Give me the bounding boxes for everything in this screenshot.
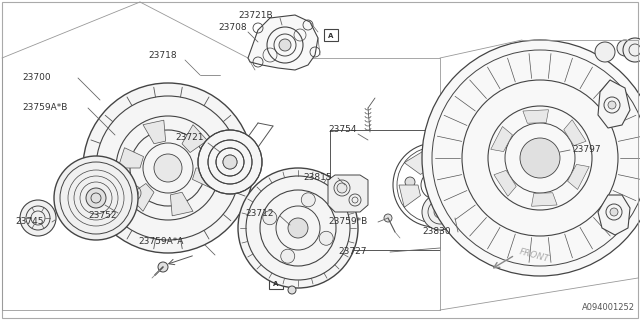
Circle shape bbox=[198, 130, 262, 194]
Circle shape bbox=[86, 188, 106, 208]
Polygon shape bbox=[424, 201, 447, 221]
Polygon shape bbox=[248, 15, 318, 70]
Circle shape bbox=[281, 249, 295, 263]
Polygon shape bbox=[491, 126, 513, 152]
Text: A094001252: A094001252 bbox=[582, 303, 635, 312]
Polygon shape bbox=[598, 195, 630, 235]
Circle shape bbox=[610, 208, 618, 216]
FancyBboxPatch shape bbox=[269, 277, 283, 289]
Polygon shape bbox=[523, 110, 548, 123]
Text: 23759A*B: 23759A*B bbox=[22, 103, 67, 113]
Circle shape bbox=[154, 154, 182, 182]
Text: 23745: 23745 bbox=[15, 218, 44, 227]
Polygon shape bbox=[449, 185, 473, 206]
Text: 23718: 23718 bbox=[148, 51, 177, 60]
Circle shape bbox=[623, 38, 640, 62]
Circle shape bbox=[337, 183, 347, 193]
Polygon shape bbox=[531, 193, 557, 206]
Text: FRONT: FRONT bbox=[518, 248, 550, 264]
Circle shape bbox=[427, 177, 443, 193]
Polygon shape bbox=[440, 149, 464, 175]
Polygon shape bbox=[494, 170, 516, 196]
Circle shape bbox=[20, 200, 56, 236]
Text: 23754: 23754 bbox=[328, 125, 356, 134]
Circle shape bbox=[288, 218, 308, 238]
Polygon shape bbox=[568, 164, 589, 189]
Text: 23721: 23721 bbox=[175, 133, 204, 142]
Polygon shape bbox=[328, 175, 368, 212]
Polygon shape bbox=[404, 151, 429, 174]
Polygon shape bbox=[564, 120, 586, 146]
Circle shape bbox=[223, 155, 237, 169]
Circle shape bbox=[422, 40, 640, 276]
Text: 23759*B: 23759*B bbox=[328, 218, 367, 227]
Circle shape bbox=[288, 286, 296, 294]
Circle shape bbox=[608, 101, 616, 109]
Polygon shape bbox=[193, 168, 218, 188]
Text: 23797: 23797 bbox=[572, 146, 600, 155]
Text: 23830: 23830 bbox=[422, 228, 451, 236]
Circle shape bbox=[238, 168, 358, 288]
Circle shape bbox=[54, 156, 138, 240]
Circle shape bbox=[434, 206, 446, 218]
Text: A: A bbox=[273, 281, 278, 287]
Circle shape bbox=[158, 262, 168, 272]
Circle shape bbox=[617, 40, 633, 56]
Circle shape bbox=[422, 194, 458, 230]
Circle shape bbox=[406, 186, 414, 194]
Polygon shape bbox=[129, 183, 154, 211]
Polygon shape bbox=[143, 120, 166, 144]
FancyBboxPatch shape bbox=[324, 29, 338, 41]
Text: 23727: 23727 bbox=[338, 247, 367, 257]
Polygon shape bbox=[118, 148, 143, 168]
Bar bbox=[330, 130, 440, 250]
Circle shape bbox=[384, 214, 392, 222]
Circle shape bbox=[83, 83, 253, 253]
Text: 23708: 23708 bbox=[218, 23, 246, 33]
Text: 23752: 23752 bbox=[88, 211, 116, 220]
Polygon shape bbox=[399, 185, 420, 207]
Circle shape bbox=[263, 211, 277, 225]
Polygon shape bbox=[182, 125, 207, 153]
Text: 23721B: 23721B bbox=[238, 11, 273, 20]
Circle shape bbox=[520, 138, 560, 178]
Circle shape bbox=[319, 231, 333, 245]
Circle shape bbox=[405, 177, 415, 187]
Text: A: A bbox=[328, 33, 333, 39]
Text: 23712: 23712 bbox=[245, 209, 273, 218]
Circle shape bbox=[595, 42, 615, 62]
Text: 23700: 23700 bbox=[22, 74, 51, 83]
Text: 23759A*A: 23759A*A bbox=[138, 237, 184, 246]
Polygon shape bbox=[170, 192, 193, 216]
Text: 23815: 23815 bbox=[303, 173, 332, 182]
Polygon shape bbox=[202, 140, 258, 185]
Polygon shape bbox=[598, 80, 630, 128]
Circle shape bbox=[223, 155, 237, 169]
Circle shape bbox=[279, 39, 291, 51]
Circle shape bbox=[301, 193, 316, 207]
